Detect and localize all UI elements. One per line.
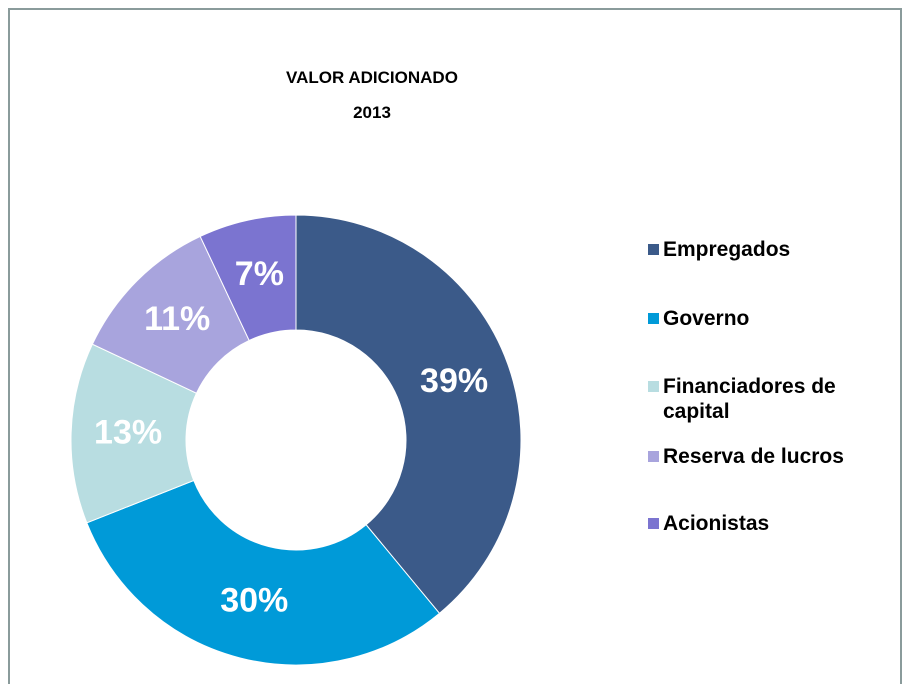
data-label: 7% [235, 255, 284, 293]
legend-item: Reserva de lucros [648, 444, 898, 469]
legend-item: Governo [648, 306, 898, 331]
donut-slice [86, 479, 441, 666]
legend-swatch [648, 381, 659, 392]
border [8, 8, 902, 684]
legend-swatch [648, 244, 659, 255]
legend-swatch [648, 451, 659, 462]
donut-slice [295, 214, 522, 615]
legend-label: Governo [663, 307, 750, 330]
data-label: 30% [220, 582, 288, 620]
data-label: 39% [420, 362, 488, 400]
legend-label: Acionistas [663, 512, 770, 535]
data-label: 11% [144, 300, 210, 338]
legend-label: Reserva de lucros [663, 445, 844, 468]
legend-swatch [648, 518, 659, 529]
legend-item: Financiadores de capital [648, 374, 898, 424]
data-label: 13% [94, 414, 162, 452]
chart-title: VALOR ADICIONADO [286, 68, 458, 87]
donut-slice [199, 214, 297, 342]
legend-item: Empregados [648, 237, 898, 262]
legend-item: Acionistas [648, 511, 898, 536]
legend-swatch [648, 313, 659, 324]
legend-label: Empregados [663, 238, 791, 261]
legend-label: Financiadores de capital [663, 375, 836, 423]
chart-subtitle: 2013 [353, 103, 391, 122]
